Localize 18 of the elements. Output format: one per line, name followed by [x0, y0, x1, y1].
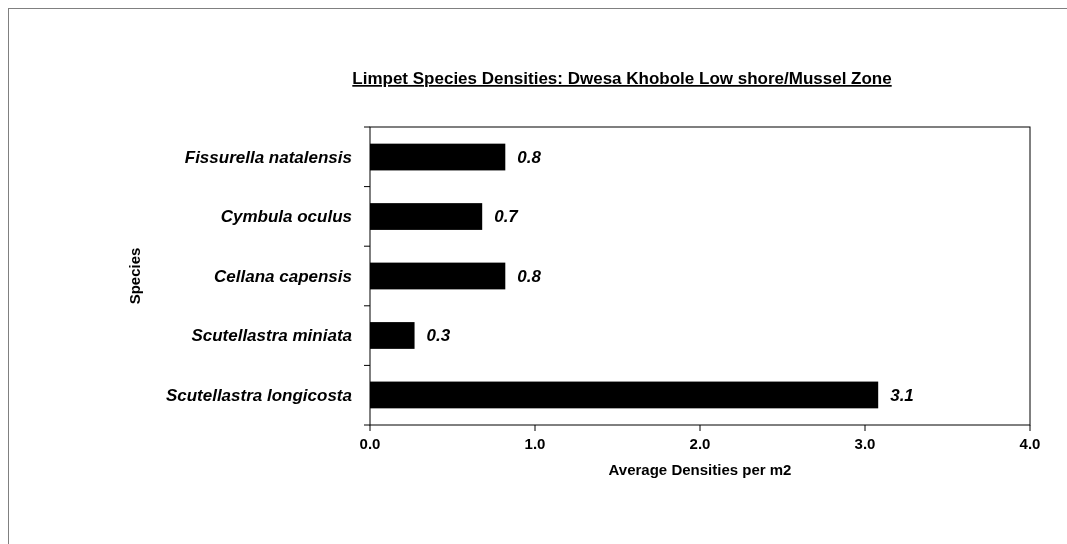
x-tick-label: 0.0	[359, 435, 381, 452]
data-label: 0.8	[517, 266, 542, 286]
y-tick-label: Cellana capensis	[214, 266, 352, 286]
x-tick-label: 3.0	[854, 435, 876, 452]
x-tick-label: 1.0	[524, 435, 546, 452]
data-label: 0.3	[426, 326, 451, 346]
y-tick-label: Scutellastra longicosta	[165, 385, 352, 405]
y-axis-title: Species	[126, 247, 143, 305]
data-label: 0.7	[494, 207, 520, 227]
y-tick-label: Scutellastra miniata	[191, 326, 352, 346]
x-axis-title: Average Densities per m2	[608, 461, 792, 478]
x-tick-label: 2.0	[689, 435, 711, 452]
x-tick-label: 4.0	[1019, 435, 1041, 452]
y-tick-label: Fissurella natalensis	[184, 147, 352, 167]
data-label: 3.1	[890, 385, 914, 405]
chart-title: Limpet Species Densities: Dwesa Khobole Low shore/Mussel Zone	[352, 69, 892, 88]
y-tick-label: Cymbula oculus	[220, 207, 352, 227]
data-label: 0.8	[517, 147, 542, 167]
